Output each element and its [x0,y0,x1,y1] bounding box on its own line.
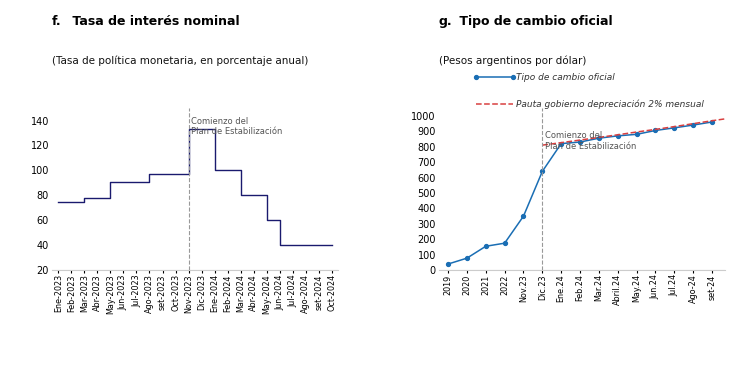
Pauta gobierno depreciación 2% mensual [723,116,732,121]
Tipo de cambio oficial [500,241,509,245]
Text: Tipo de cambio oficial: Tipo de cambio oficial [517,73,615,82]
Pauta gobierno depreciación 2% mensual [632,130,641,134]
Pauta gobierno depreciación 2% mensual [707,119,716,123]
Tipo de cambio oficial [462,256,471,261]
Tipo de cambio oficial [444,262,453,266]
Text: g.: g. [439,15,452,29]
Tipo de cambio oficial [632,132,641,137]
Tipo de cambio oficial [576,140,585,144]
Text: (Pesos argentinos por dólar): (Pesos argentinos por dólar) [439,56,586,66]
Pauta gobierno depreciación 2% mensual [594,135,603,140]
Text: Pauta gobierno depreciación 2% mensual: Pauta gobierno depreciación 2% mensual [517,100,704,109]
Tipo de cambio oficial [651,128,660,133]
Pauta gobierno depreciación 2% mensual [689,121,698,126]
Text: Tipo de cambio oficial: Tipo de cambio oficial [455,15,613,29]
Tipo de cambio oficial [519,214,528,218]
Tipo de cambio oficial [481,244,490,249]
Tipo de cambio oficial [538,169,547,174]
Tipo de cambio oficial [613,134,622,138]
Line: Pauta gobierno depreciación 2% mensual: Pauta gobierno depreciación 2% mensual [542,119,727,145]
Line: Tipo de cambio oficial: Tipo de cambio oficial [446,120,714,266]
Pauta gobierno depreciación 2% mensual [613,132,622,137]
Tipo de cambio oficial [556,141,565,146]
Tipo de cambio oficial [670,125,679,130]
Tipo de cambio oficial [594,136,603,141]
Text: Comienzo del
Plan de Estabilización: Comienzo del Plan de Estabilización [545,131,636,151]
Pauta gobierno depreciación 2% mensual [670,124,679,129]
Text: f.: f. [52,15,61,29]
Pauta gobierno depreciación 2% mensual [651,127,660,132]
Text: Tasa de interés nominal: Tasa de interés nominal [68,15,240,29]
Tipo de cambio oficial [689,123,698,127]
Text: Comienzo del
Plan de Estabilización: Comienzo del Plan de Estabilización [190,117,282,136]
Pauta gobierno depreciación 2% mensual [538,143,547,147]
Text: (Tasa de política monetaria, en porcentaje anual): (Tasa de política monetaria, en porcenta… [52,56,308,66]
Pauta gobierno depreciación 2% mensual [556,141,565,145]
Tipo de cambio oficial [707,120,716,124]
Pauta gobierno depreciación 2% mensual [576,138,585,142]
